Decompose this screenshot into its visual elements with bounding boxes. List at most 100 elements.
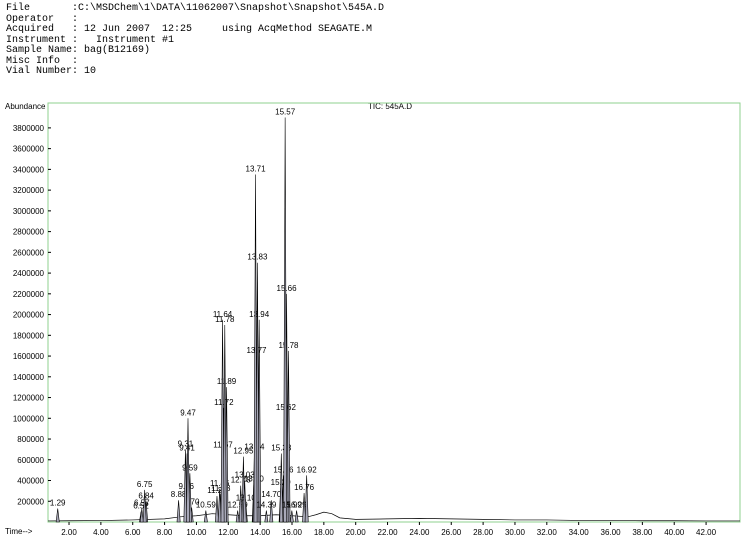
header-line: Acquired : 12 Jun 2007 12:25 using AcqMe… <box>6 24 373 35</box>
plot-frame <box>47 102 741 523</box>
report-header: File :C:\MSDChem\1\DATA\11062007\Snapsho… <box>6 3 385 78</box>
y-tick-label: 2000000 <box>13 311 45 320</box>
peak-label: 13.03 <box>235 471 256 480</box>
peak-label: 12.59 <box>228 501 249 510</box>
y-tick-label: 2200000 <box>13 290 45 299</box>
peak-label: 14.70 <box>261 490 282 499</box>
y-tick-label: 800000 <box>17 435 44 444</box>
x-tick-label: 30.00 <box>505 528 526 537</box>
x-tick-label: 4.00 <box>93 528 109 537</box>
peak-label: 13.83 <box>247 253 268 262</box>
peak-label: 8.88 <box>171 490 187 499</box>
x-tick-label: 32.00 <box>537 528 558 537</box>
peak-label: 6.52 <box>133 502 149 511</box>
peak <box>203 510 208 523</box>
peak <box>279 453 284 523</box>
y-tick-label: 2800000 <box>13 228 45 237</box>
peak <box>220 319 225 523</box>
x-tick-label: 36.00 <box>601 528 622 537</box>
header-line: Vial Number: 10 <box>6 66 97 77</box>
peak-label: 9.59 <box>182 463 198 472</box>
peak-label: 9.70 <box>184 497 200 506</box>
peak <box>253 174 258 523</box>
x-tick-label: 2.00 <box>61 528 77 537</box>
peak-label: 11.64 <box>213 310 233 319</box>
peak-label: 15.99 <box>282 501 303 510</box>
y-tick-label: 1600000 <box>13 352 45 361</box>
peak <box>304 475 309 523</box>
trace-line <box>47 511 740 522</box>
x-tick-label: 34.00 <box>569 528 590 537</box>
peak <box>215 496 219 523</box>
peak <box>264 510 269 523</box>
peak <box>242 480 247 523</box>
peak-label: 11.89 <box>217 377 237 386</box>
peak-label: 16.76 <box>294 483 315 492</box>
peak <box>176 500 181 523</box>
y-axis-label: Abundance <box>5 102 46 111</box>
peak-label: 15.66 <box>277 284 298 293</box>
peak-label: 15.78 <box>278 341 299 350</box>
y-tick-label: 3600000 <box>13 145 45 154</box>
peak-label: 16.29 <box>287 501 308 510</box>
peak <box>235 510 240 523</box>
peak-label: 12.95 <box>233 447 254 456</box>
peak <box>294 510 299 523</box>
peak <box>186 418 190 523</box>
x-tick-label: 40.00 <box>664 528 685 537</box>
x-tick-label: 10.00 <box>186 528 207 537</box>
y-tick-label: 3000000 <box>13 207 45 216</box>
x-tick-label: 12.00 <box>218 528 239 537</box>
peak-label: 13.71 <box>246 165 267 174</box>
chart-title: TIC: 545A.D <box>368 102 412 111</box>
x-tick-label: 20.00 <box>346 528 367 537</box>
peak-label: 1.29 <box>50 499 66 508</box>
header-line: Misc Info : <box>6 55 79 67</box>
peak <box>55 508 60 523</box>
peak-label: 6.84 <box>138 491 154 500</box>
header-line: File :C:\MSDChem\1\DATA\11062007\Snapsho… <box>6 3 385 14</box>
peak <box>142 489 147 523</box>
peak-label: 9.47 <box>180 408 196 417</box>
x-tick-label: 16.00 <box>282 528 303 537</box>
y-tick-label: 1000000 <box>13 414 45 423</box>
y-tick-label: 400000 <box>17 477 44 486</box>
header-line: Sample Name: bag(B12169) <box>6 45 151 56</box>
peak-label: 15.57 <box>275 108 296 117</box>
y-tick-label: 1800000 <box>13 331 45 340</box>
x-tick-label: 24.00 <box>409 528 430 537</box>
y-tick-label: 2600000 <box>13 248 45 257</box>
x-tick-label: 18.00 <box>314 528 335 537</box>
y-tick-label: 2400000 <box>13 269 45 278</box>
peak <box>269 500 274 523</box>
peak-label: 13.10 <box>236 493 257 502</box>
peak-label: 10.59 <box>196 501 217 510</box>
x-tick-label: 8.00 <box>157 528 173 537</box>
x-axis-label: Time--> <box>5 527 33 536</box>
y-tick-label: 1400000 <box>13 373 45 382</box>
peak-label: 15.33 <box>271 444 292 453</box>
y-tick-label: 1200000 <box>13 394 45 403</box>
peak-label: 16.92 <box>297 465 318 474</box>
peak-label: 11.46 <box>210 479 230 488</box>
peak <box>289 510 294 523</box>
peak-label: 6.57 <box>134 499 150 508</box>
peak-label: 9.31 <box>178 439 194 448</box>
peak <box>217 488 222 523</box>
peak-label: 6.75 <box>137 480 153 489</box>
peak-label: 14.39 <box>256 501 277 510</box>
y-tick-label: 200000 <box>17 497 44 506</box>
x-tick-label: 6.00 <box>125 528 141 537</box>
x-tick-label: 38.00 <box>632 528 653 537</box>
peak-label: 11.29 <box>207 486 227 495</box>
x-tick-label: 28.00 <box>473 528 494 537</box>
header-line: Operator : <box>6 13 79 25</box>
peak <box>139 508 144 523</box>
x-tick-label: 14.00 <box>250 528 271 537</box>
peak <box>302 492 307 523</box>
peak-label: 13.94 <box>249 310 270 319</box>
y-tick-label: 3800000 <box>13 124 45 133</box>
x-tick-label: 22.00 <box>378 528 399 537</box>
